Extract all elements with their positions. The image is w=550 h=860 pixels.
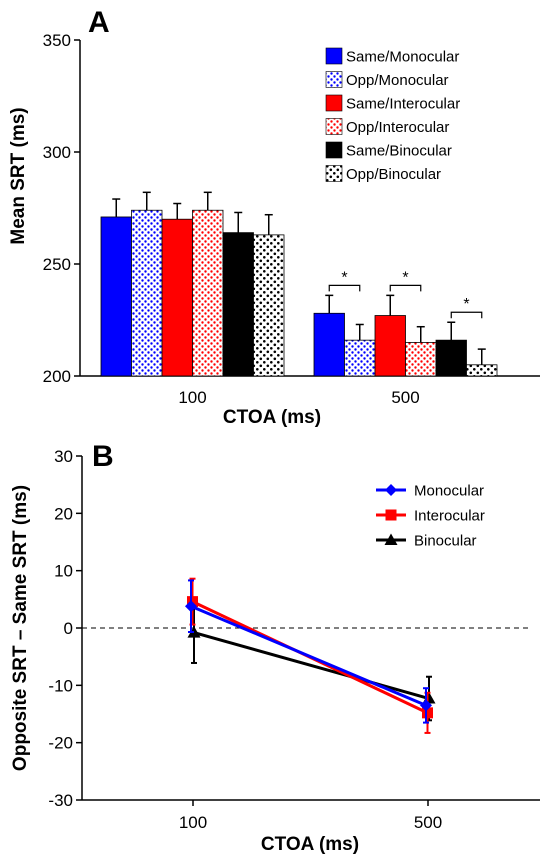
bar-same-interocular-100 [161, 218, 193, 377]
legend-label-opp-binocular: Opp/Binocular [346, 166, 441, 183]
significance-bracket [450, 311, 483, 319]
panel-b-y-tick-label: 30 [54, 447, 73, 466]
panel-a-x-tick-label: 100 [178, 388, 206, 407]
legend-swatch-same-monocular [325, 47, 343, 65]
point-interocular-500 [422, 707, 433, 719]
legend-label-same-monocular: Same/Monocular [346, 49, 459, 66]
panel-a-x-tick-label: 500 [391, 388, 419, 407]
significance-star: * [402, 269, 408, 286]
bar-opp-monocular-500 [344, 339, 376, 377]
panel-b-x-tick-label: 500 [414, 813, 442, 832]
line-monocular [190, 604, 427, 707]
bar-opp-binocular-500 [466, 364, 498, 377]
point-monocular-500 [420, 699, 432, 712]
legend-label-opp-interocular: Opp/Interocular [346, 119, 449, 136]
panel-b-y-tick-label: 10 [54, 562, 73, 581]
bar-opp-binocular-100 [253, 234, 285, 377]
legend-label-opp-monocular: Opp/Monocular [346, 72, 449, 89]
panel-b-y-tick-label: 0 [64, 619, 73, 638]
significance-star: * [463, 296, 469, 313]
legend-marker-binocular [384, 533, 398, 545]
panel-a-label: A [88, 6, 110, 39]
panel-a-y-axis-label: Mean SRT (ms) [8, 107, 29, 244]
legend-swatch-opp-interocular [325, 118, 343, 135]
bar-opp-interocular-100 [192, 209, 224, 377]
legend-swatch-opp-binocular [325, 165, 343, 182]
legend-label-same-binocular: Same/Binocular [346, 143, 452, 160]
legend-label-monocular: Monocular [414, 483, 484, 500]
legend-label-interocular: Interocular [414, 508, 485, 525]
significance-bracket [328, 284, 361, 292]
legend-label-binocular: Binocular [414, 533, 477, 550]
bar-same-monocular-100 [100, 216, 132, 377]
panel-a-y-tick-label: 300 [43, 143, 71, 162]
panel-a-y-tick-label: 350 [43, 31, 71, 50]
bar-opp-interocular-500 [405, 341, 437, 377]
panel-b-x-tick-label: 100 [179, 813, 207, 832]
panel-b-y-tick-label: -30 [48, 791, 73, 810]
point-monocular-100 [185, 600, 197, 613]
panel-b-label: B [92, 440, 114, 473]
panel-a-x-axis-label: CTOA (ms) [223, 407, 321, 428]
line-binocular [193, 631, 430, 700]
legend-swatch-same-interocular [325, 94, 343, 112]
panel-b-line-chart: B Opposite SRT – Same SRT (ms) CTOA (ms)… [10, 440, 540, 855]
point-interocular-100 [187, 596, 198, 608]
panel-b-y-tick-label: -10 [48, 676, 73, 695]
legend-marker-monocular [385, 484, 397, 496]
bar-same-interocular-500 [374, 315, 406, 377]
legend-label-same-interocular: Same/Interocular [346, 96, 460, 113]
legend-marker-interocular [385, 509, 397, 521]
panel-a-bar-chart: A Mean SRT (ms) CTOA (ms) 200 250 300 350 10… [8, 6, 540, 428]
legend-swatch-opp-monocular [325, 71, 343, 88]
panel-b-y-tick-label: -20 [48, 734, 73, 753]
bar-same-monocular-500 [313, 312, 345, 377]
bar-opp-monocular-100 [131, 209, 163, 377]
panel-b-y-tick-label: 20 [54, 504, 73, 523]
bar-same-binocular-500 [435, 339, 467, 377]
panel-a-y-tick-label: 200 [43, 367, 71, 386]
panel-b-y-axis-label: Opposite SRT – Same SRT (ms) [10, 485, 31, 771]
panel-b-x-axis-label: CTOA (ms) [261, 834, 359, 855]
legend-swatch-same-binocular [325, 141, 343, 159]
bar-same-binocular-100 [222, 232, 254, 377]
significance-bracket [389, 284, 422, 292]
panel-a-y-tick-label: 250 [43, 255, 71, 274]
significance-star: * [341, 269, 347, 286]
